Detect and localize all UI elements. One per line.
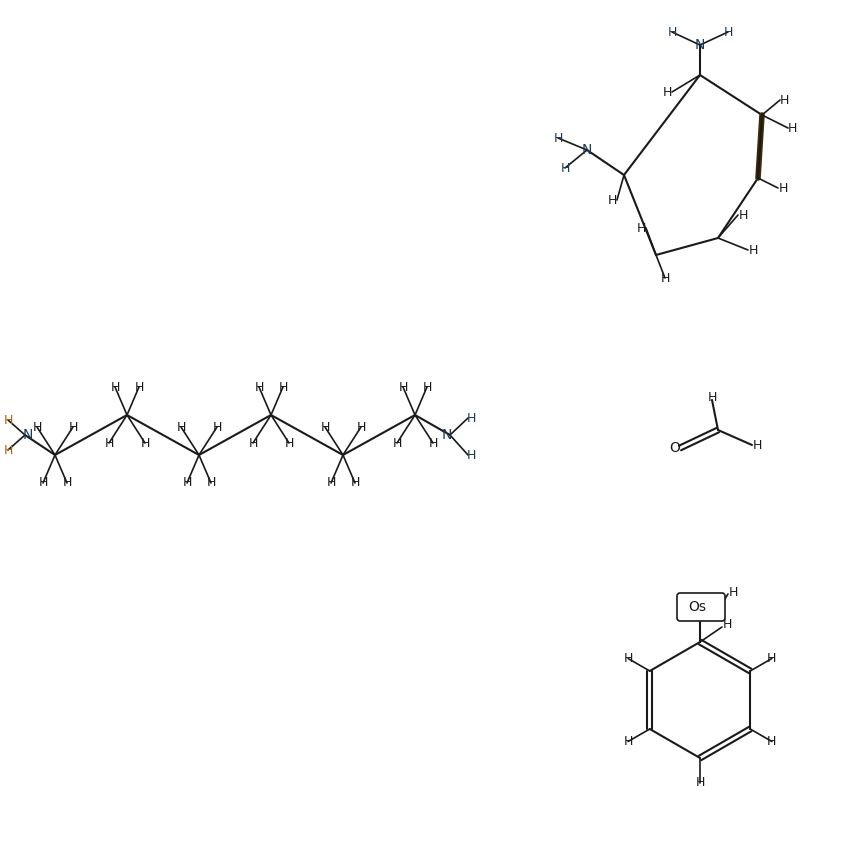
Text: H: H: [722, 619, 731, 631]
Text: H: H: [278, 380, 287, 394]
Text: N: N: [441, 428, 452, 442]
Text: H: H: [728, 586, 737, 599]
Text: H: H: [134, 380, 143, 394]
Text: H: H: [284, 437, 294, 449]
Text: H: H: [428, 437, 437, 449]
Text: H: H: [3, 443, 13, 457]
Text: H: H: [392, 437, 401, 449]
Text: Os: Os: [687, 600, 706, 614]
Text: H: H: [751, 438, 760, 452]
Text: N: N: [582, 143, 592, 157]
Text: N: N: [23, 428, 33, 442]
Text: H: H: [766, 652, 776, 665]
Text: H: H: [623, 652, 632, 665]
Text: O: O: [668, 441, 679, 455]
Text: H: H: [422, 380, 431, 394]
Text: N: N: [694, 38, 705, 52]
Text: H: H: [466, 448, 475, 461]
Text: H: H: [667, 25, 676, 39]
Text: H: H: [104, 437, 114, 449]
Text: H: H: [607, 194, 616, 207]
Text: H: H: [662, 85, 671, 99]
Text: H: H: [695, 776, 704, 790]
Text: H: H: [32, 421, 41, 433]
Text: H: H: [778, 94, 787, 106]
Text: H: H: [553, 132, 562, 144]
Text: H: H: [111, 380, 120, 394]
Text: H: H: [68, 421, 78, 433]
Text: H: H: [659, 271, 669, 284]
Text: H: H: [254, 380, 263, 394]
Text: H: H: [176, 421, 186, 433]
Text: H: H: [326, 476, 335, 490]
Text: H: H: [777, 181, 787, 195]
Text: H: H: [62, 476, 72, 490]
Text: H: H: [38, 476, 47, 490]
Text: H: H: [738, 208, 747, 222]
Text: H: H: [356, 421, 365, 433]
Text: H: H: [722, 25, 732, 39]
Text: H: H: [766, 735, 776, 748]
Text: H: H: [398, 380, 407, 394]
Text: H: H: [3, 414, 13, 427]
FancyBboxPatch shape: [676, 593, 724, 621]
Text: H: H: [623, 735, 632, 748]
Text: H: H: [140, 437, 149, 449]
Text: H: H: [748, 244, 757, 256]
Text: H: H: [466, 411, 475, 425]
Text: H: H: [206, 476, 215, 490]
Text: H: H: [212, 421, 221, 433]
Text: H: H: [320, 421, 329, 433]
Text: H: H: [560, 162, 569, 175]
Text: H: H: [248, 437, 257, 449]
Text: H: H: [182, 476, 192, 490]
Text: H: H: [636, 222, 645, 234]
Text: H: H: [706, 390, 716, 404]
Text: H: H: [350, 476, 360, 490]
Text: H: H: [787, 121, 796, 135]
